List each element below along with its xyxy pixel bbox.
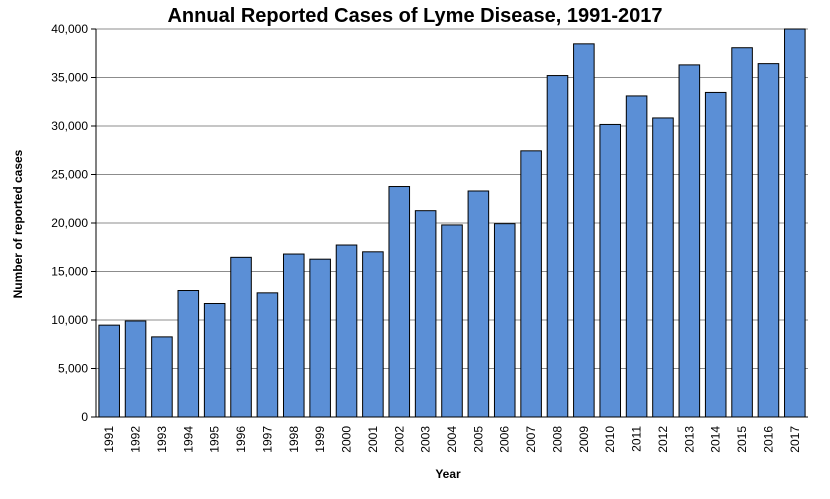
x-tick-label: 2004	[445, 426, 459, 453]
bar	[151, 336, 173, 418]
x-tick-label: 2005	[471, 426, 485, 453]
y-tick-label: 35,000	[51, 71, 88, 85]
x-tick-label: 2010	[603, 426, 617, 453]
x-tick-label: 2017	[788, 426, 802, 453]
x-tick-label: 2014	[709, 426, 723, 453]
bar	[256, 292, 279, 418]
y-tick-label: 5,000	[58, 362, 88, 376]
x-tick-label: 2016	[761, 426, 775, 453]
x-tick-label: 1999	[313, 426, 327, 453]
x-tick-label: 2006	[498, 426, 512, 453]
bar	[282, 253, 305, 418]
bar	[546, 75, 569, 418]
bar	[414, 210, 437, 418]
bar	[757, 63, 780, 418]
x-tick-label: 2011	[630, 426, 644, 452]
bar	[203, 303, 226, 418]
y-tick-label: 20,000	[51, 216, 88, 230]
bar	[177, 290, 200, 418]
y-tick-label: 30,000	[51, 119, 88, 133]
bar	[124, 320, 147, 418]
bars	[98, 28, 806, 418]
x-tick-label: 1991	[102, 426, 116, 453]
x-tick-label: 2012	[656, 426, 670, 453]
y-tick-label: 25,000	[51, 168, 88, 182]
y-tick-label: 0	[81, 410, 88, 424]
bar	[704, 91, 727, 418]
bar	[335, 244, 358, 418]
bar	[784, 28, 806, 418]
bar	[652, 117, 674, 418]
x-tick-label: 1997	[260, 426, 274, 453]
bar	[441, 224, 463, 418]
x-axis-title: Year	[435, 467, 461, 481]
y-tick-label: 10,000	[51, 313, 88, 327]
x-tick-label: 2002	[392, 426, 406, 453]
x-tick-label: 1992	[129, 426, 143, 453]
x-tick-label: 1998	[287, 426, 301, 453]
axes	[91, 28, 808, 418]
x-tick-label: 1993	[155, 426, 169, 453]
x-tick-label: 2013	[682, 426, 696, 453]
tick-labels: 0 5,000 10,000 15,000 20,000 25,000 30,000 35,0…	[51, 22, 802, 453]
chart-title: Annual Reported Cases of Lyme Disease, 1…	[167, 5, 663, 27]
bar	[573, 43, 595, 418]
bar	[678, 64, 701, 418]
bar	[599, 123, 622, 418]
x-tick-label: 2003	[419, 426, 433, 453]
x-tick-label: 1996	[234, 426, 248, 453]
y-tick-label: 15,000	[51, 265, 88, 279]
x-tick-label: 2015	[735, 426, 749, 453]
y-axis-title: Number of reported cases	[11, 149, 25, 298]
x-tick-label: 2007	[524, 426, 538, 453]
bar	[98, 324, 120, 418]
x-tick-label: 1994	[181, 426, 195, 453]
x-tick-label: 2001	[366, 426, 380, 453]
x-tick-label: 2008	[550, 426, 564, 453]
bar	[493, 223, 516, 418]
bar	[625, 95, 648, 418]
bar	[467, 190, 490, 418]
y-tick-label: 40,000	[51, 22, 88, 36]
bar	[230, 256, 252, 418]
bar	[388, 186, 411, 418]
bar	[362, 251, 384, 418]
x-tick-label: 1995	[208, 426, 222, 453]
x-tick-label: 2009	[577, 426, 591, 453]
bar	[309, 258, 331, 418]
bar	[520, 150, 542, 418]
x-tick-label: 2000	[340, 426, 354, 453]
bar	[731, 47, 753, 418]
